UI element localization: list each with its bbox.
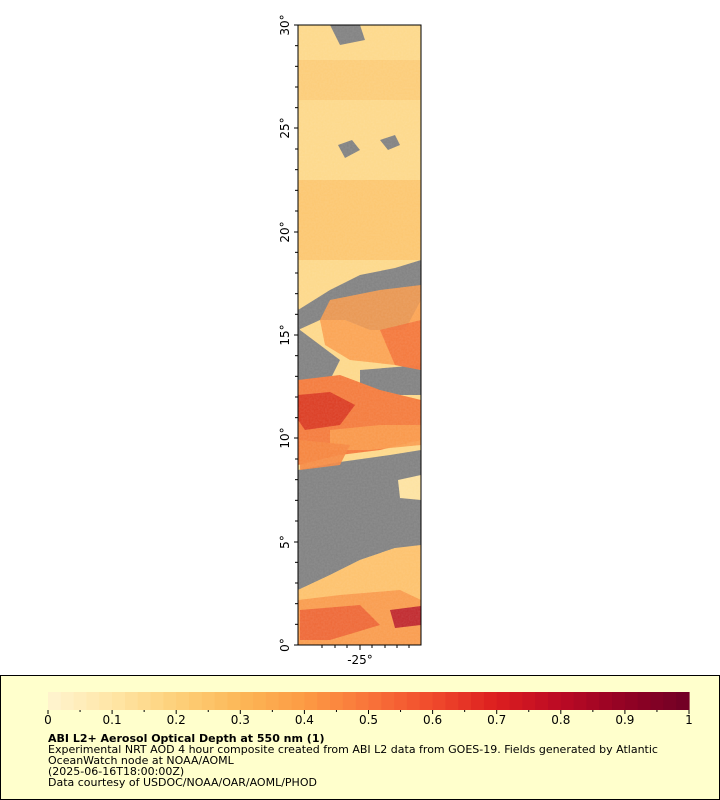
colorbar-tick-label: 0.6	[423, 713, 442, 727]
colorbar-cell	[496, 692, 511, 710]
colorbar-cell	[535, 692, 549, 710]
colorbar-cell	[99, 692, 113, 710]
lat-tick-label: 0°	[278, 638, 292, 652]
colorbar-cells	[48, 692, 690, 710]
lat-axis	[294, 24, 298, 646]
colorbar-cell	[547, 692, 562, 710]
colorbar-cell	[522, 692, 536, 710]
lat-tick-label: 25°	[278, 117, 292, 138]
colorbar-tick-label: 0.8	[551, 713, 570, 727]
colorbar-cell	[214, 692, 229, 710]
colorbar-cell	[201, 692, 216, 710]
colorbar-cell	[253, 692, 267, 710]
lat-minor-ticks	[295, 45, 298, 625]
colorbar-cell	[406, 692, 421, 710]
colorbar-cell	[381, 692, 395, 710]
colorbar-cell	[86, 692, 100, 710]
colorbar-tick-label: 0	[44, 713, 52, 727]
colorbar-tick-label: 0.9	[615, 713, 634, 727]
colorbar-cell	[189, 692, 203, 710]
caption-timestamp: (2025-06-16T18:00:00Z)	[48, 765, 185, 778]
colorbar-cell	[509, 692, 523, 710]
colorbar-cell	[60, 692, 75, 710]
colorbar-tick-label: 1	[685, 713, 693, 727]
colorbar-cell	[163, 692, 177, 710]
colorbar-cell	[612, 692, 626, 710]
colorbar-cell	[637, 692, 652, 710]
colorbar-cell	[650, 692, 664, 710]
caption-line: Experimental NRT AOD 4 hour composite cr…	[48, 743, 658, 756]
colorbar-cell	[150, 692, 164, 710]
colorbar-cell	[342, 692, 357, 710]
colorbar-cell	[227, 692, 241, 710]
colorbar-cell	[112, 692, 126, 710]
colorbar-cell	[624, 692, 639, 710]
colorbar-tick-label: 0.4	[295, 713, 314, 727]
lat-tick-label: 15°	[278, 324, 292, 345]
colorbar-cell	[368, 692, 382, 710]
colorbar-tick-label: 0.1	[103, 713, 122, 727]
colorbar-cell	[176, 692, 190, 710]
colorbar-cell	[137, 692, 152, 710]
colorbar-cell	[330, 692, 344, 710]
colorbar-tick-label: 0.7	[487, 713, 506, 727]
aod-field	[298, 25, 421, 645]
colorbar-cell	[663, 692, 677, 710]
colorbar-cell	[560, 692, 575, 710]
lat-tick-label: 20°	[278, 221, 292, 242]
colorbar-cell	[676, 692, 690, 710]
colorbar-cell	[432, 692, 447, 710]
lat-tick-label: 10°	[278, 427, 292, 448]
colorbar-cell	[483, 692, 498, 710]
colorbar-cell	[265, 692, 280, 710]
lat-tick-label: 5°	[278, 535, 292, 549]
colorbar-cell	[73, 692, 88, 710]
map-figure: 30° 25° 20° 15° 10° 5° 0° -25°	[278, 14, 422, 667]
lon-axis	[321, 645, 410, 650]
lon-tick-label: -25°	[347, 653, 373, 667]
colorbar-tick-label: 0.3	[231, 713, 250, 727]
colorbar-cell	[419, 692, 434, 710]
caption-credit: Data courtesy of USDOC/NOAA/OAR/AOML/PHO…	[48, 776, 317, 789]
colorbar-cell	[304, 692, 318, 710]
caption-line: OceanWatch node at NOAA/AOML	[48, 754, 234, 767]
colorbar-tick-label: 0.2	[167, 713, 186, 727]
colorbar-cell	[317, 692, 331, 710]
colorbar-tick-label: 0.5	[359, 713, 378, 727]
colorbar-cell	[240, 692, 254, 710]
colorbar-cell	[586, 692, 600, 710]
colorbar-cell	[458, 692, 472, 710]
colorbar-cell	[471, 692, 485, 710]
colorbar-cell	[291, 692, 305, 710]
colorbar-cell	[48, 692, 62, 710]
caption-title: ABI L2+ Aerosol Optical Depth at 550 nm …	[48, 732, 325, 745]
colorbar-ticks: 0 0.1 0.2 0.3 0.4 0.5 0.6 0.7 0.8 0.9 1	[44, 710, 693, 727]
colorbar-cell	[124, 692, 139, 710]
lat-tick-label: 30°	[278, 14, 292, 35]
colorbar-cell	[445, 692, 459, 710]
colorbar-cell	[573, 692, 588, 710]
colorbar-cell	[599, 692, 613, 710]
colorbar-cell	[278, 692, 293, 710]
colorbar-cell	[355, 692, 370, 710]
colorbar-cell	[394, 692, 408, 710]
